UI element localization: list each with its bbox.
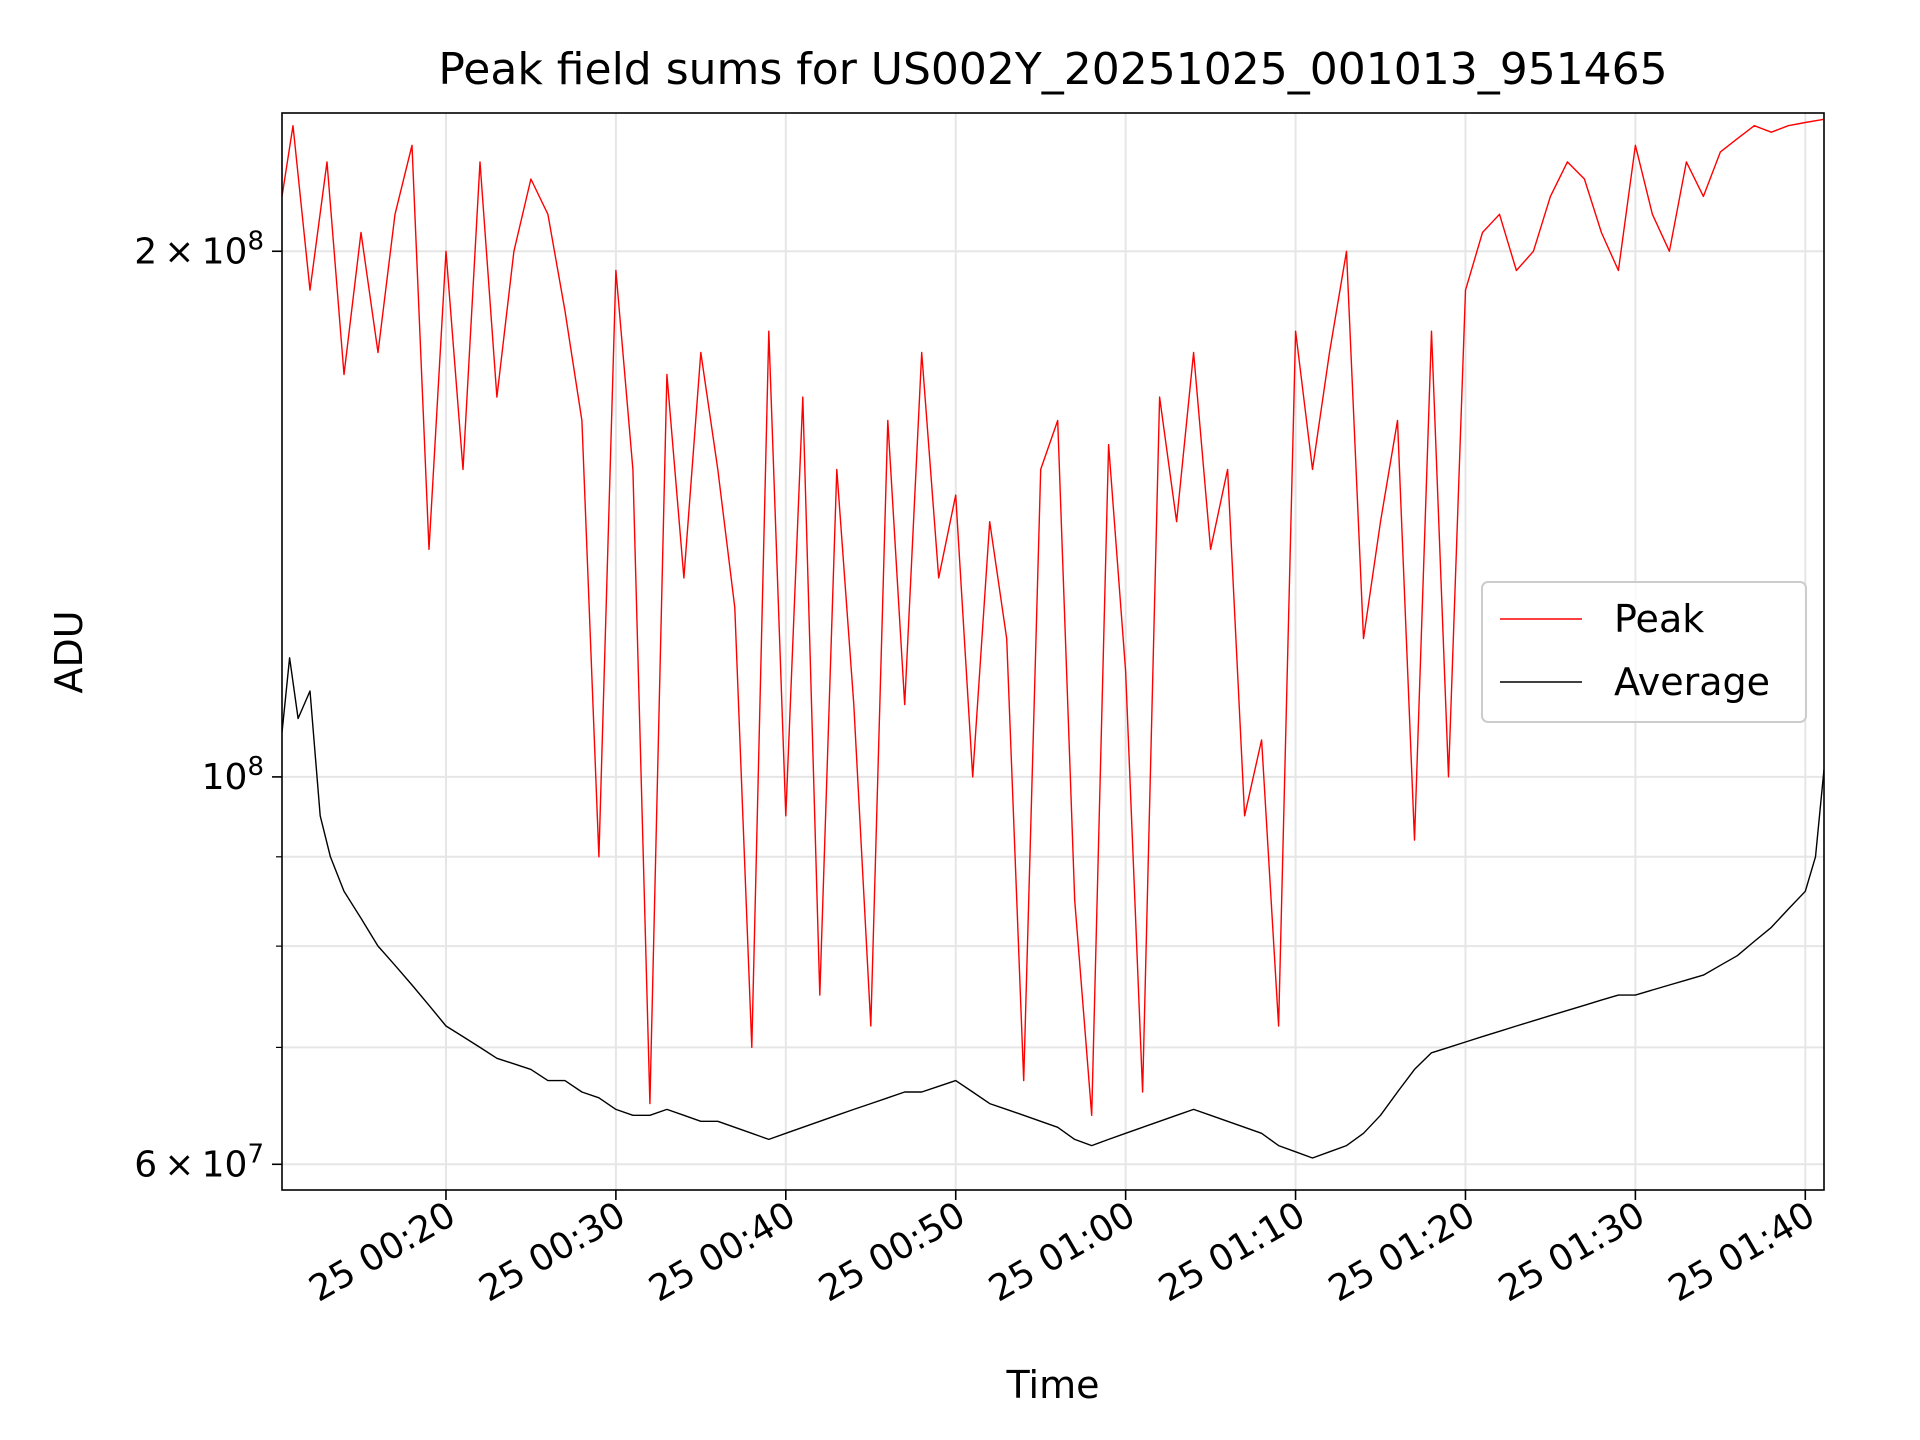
- series-layer: [282, 118, 1824, 1159]
- legend-average-label: Average: [1614, 660, 1770, 704]
- y-tick-label: 108: [202, 752, 264, 798]
- series-average-line: [282, 657, 1824, 1159]
- chart-title: Peak field sums for US002Y_20251025_0010…: [438, 44, 1667, 95]
- y-tick-label: 6 × 107: [134, 1139, 264, 1185]
- x-axis-label: Time: [1006, 1363, 1100, 1407]
- legend-box: [1481, 581, 1807, 723]
- y-tick-label: 2 × 108: [134, 226, 264, 272]
- series-peak-line: [282, 118, 1824, 1117]
- legend: Peak Average: [1481, 581, 1807, 723]
- y-axis: 6 × 107 108 2 × 108: [134, 226, 282, 1185]
- plot-area-frame: [281, 112, 1825, 1191]
- grid: [282, 113, 1824, 1190]
- legend-peak-label: Peak: [1614, 597, 1704, 641]
- y-axis-label: ADU: [47, 610, 91, 693]
